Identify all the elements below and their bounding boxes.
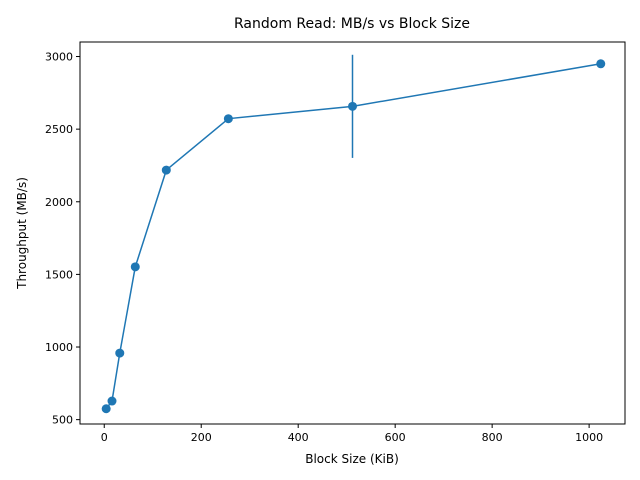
data-point (596, 59, 606, 69)
x-axis: 0 200 400 600 800 1000 (101, 424, 603, 444)
y-tick-label: 2500 (45, 123, 73, 136)
x-tick-label: 800 (482, 431, 503, 444)
x-tick-label: 1000 (575, 431, 603, 444)
y-tick-label: 2000 (45, 196, 73, 209)
y-tick-label: 500 (52, 414, 73, 427)
x-tick-label: 400 (288, 431, 309, 444)
data-point (223, 114, 233, 124)
y-axis-label: Throughput (MB/s) (15, 177, 29, 290)
series-line (105, 63, 601, 410)
x-tick-label: 200 (191, 431, 212, 444)
y-axis: 500 1000 1500 2000 2500 3000 (45, 51, 80, 427)
x-tick-label: 0 (101, 431, 108, 444)
data-points (101, 59, 606, 414)
x-tick-label: 600 (385, 431, 406, 444)
data-point (101, 404, 111, 414)
data-point (348, 101, 357, 111)
data-point (161, 165, 171, 175)
chart-title: Random Read: MB/s vs Block Size (234, 16, 470, 32)
data-point (115, 348, 125, 358)
plot-frame (79, 41, 626, 425)
series-line-group (105, 63, 601, 410)
data-point (130, 262, 140, 272)
y-tick-label: 3000 (45, 51, 73, 64)
plot-area: 0 200 400 600 800 1000 500 1000 1500 2000 2500 300… (45, 41, 626, 444)
y-tick-label: 1000 (45, 341, 73, 354)
y-tick-label: 1500 (45, 268, 73, 281)
x-axis-label: Block Size (KiB) (305, 452, 399, 466)
data-point (107, 396, 117, 406)
